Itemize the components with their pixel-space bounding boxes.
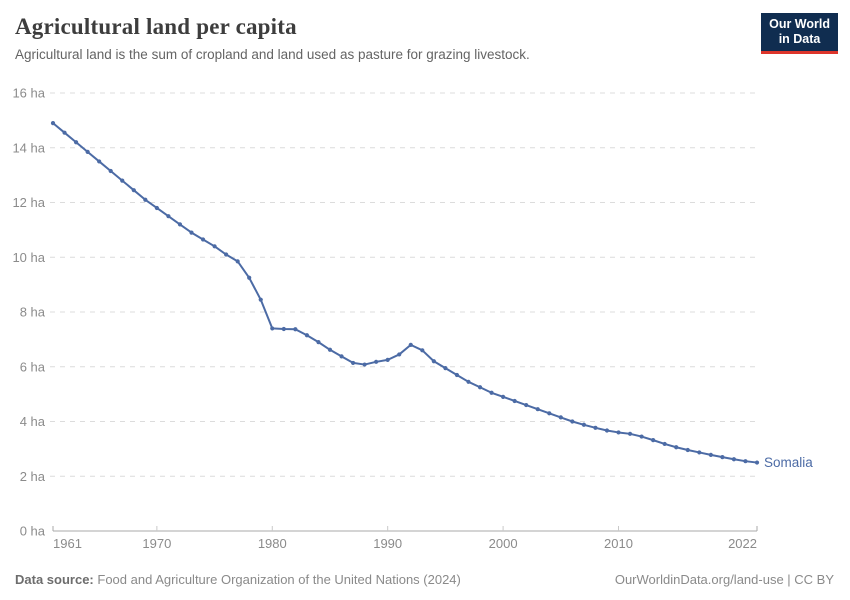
data-point[interactable] [350, 360, 356, 366]
y-tick-label: 6 ha [20, 359, 46, 374]
data-point[interactable] [154, 205, 159, 211]
page-subtitle: Agricultural land is the sum of cropland… [15, 47, 530, 62]
data-point[interactable] [731, 457, 737, 462]
data-point[interactable] [547, 411, 552, 416]
data-point[interactable] [177, 222, 183, 227]
data-point[interactable] [720, 454, 725, 460]
data-point[interactable] [224, 252, 229, 257]
x-tick-label: 1990 [373, 536, 402, 551]
data-point[interactable] [166, 214, 171, 219]
data-point[interactable] [627, 431, 633, 436]
data-source: Data source: Food and Agriculture Organi… [15, 572, 461, 587]
data-point[interactable] [293, 327, 298, 332]
data-point[interactable] [443, 366, 448, 371]
x-tick-label: 1961 [53, 536, 82, 551]
data-point[interactable] [235, 259, 240, 264]
page-title: Agricultural land per capita [15, 14, 297, 39]
data-point[interactable] [73, 140, 79, 145]
series-label: Somalia [764, 455, 813, 470]
data-point[interactable] [662, 441, 667, 447]
data-point[interactable] [524, 402, 529, 408]
data-point[interactable] [489, 390, 494, 395]
data-point[interactable] [477, 385, 483, 390]
data-point[interactable] [108, 168, 113, 174]
owid-logo-line1: Our World [769, 17, 830, 31]
data-point[interactable] [212, 244, 217, 249]
data-source-text: Food and Agriculture Organization of the… [97, 572, 461, 587]
data-point[interactable] [62, 130, 67, 135]
data-source-label: Data source: [15, 572, 94, 587]
owid-logo[interactable]: Our World in Data [761, 13, 838, 54]
data-point[interactable] [674, 445, 679, 450]
data-point[interactable] [200, 237, 206, 242]
data-point[interactable] [304, 333, 310, 338]
x-tick-label: 2010 [604, 536, 633, 551]
chart-footer: Data source: Food and Agriculture Organi… [15, 572, 834, 587]
data-point[interactable] [397, 352, 402, 357]
series-line [52, 122, 758, 464]
data-point[interactable] [431, 359, 436, 364]
data-point[interactable] [339, 354, 344, 359]
data-point[interactable] [639, 434, 644, 439]
data-point[interactable] [408, 342, 413, 347]
data-point[interactable] [362, 362, 367, 367]
data-point[interactable] [374, 359, 379, 364]
y-tick-label: 2 ha [20, 469, 46, 484]
data-point[interactable] [570, 419, 575, 424]
data-point[interactable] [604, 428, 610, 433]
data-point[interactable] [281, 326, 286, 332]
data-point[interactable] [143, 197, 148, 202]
data-point[interactable] [50, 121, 56, 126]
data-point[interactable] [512, 398, 517, 404]
data-point[interactable] [454, 372, 460, 378]
data-point[interactable] [697, 450, 702, 455]
data-point[interactable] [685, 447, 690, 453]
data-point[interactable] [581, 422, 586, 427]
data-point[interactable] [316, 340, 321, 345]
footer-citation-link[interactable]: OurWorldinData.org/land-use | CC BY [614, 572, 834, 587]
data-point[interactable] [754, 460, 760, 465]
y-tick-label: 0 ha [20, 524, 46, 539]
data-point[interactable] [85, 149, 90, 154]
data-point[interactable] [558, 415, 563, 420]
data-point[interactable] [708, 452, 713, 457]
x-tick-label: 1970 [142, 536, 171, 551]
x-tick-label: 2022 [728, 536, 757, 551]
data-point[interactable] [97, 159, 102, 164]
data-point[interactable] [385, 357, 390, 363]
data-point[interactable] [120, 178, 125, 183]
data-point[interactable] [743, 459, 748, 464]
chart-header: Agricultural land per capita Agricultura… [15, 14, 720, 62]
data-point[interactable] [189, 230, 194, 235]
data-point[interactable] [131, 188, 136, 193]
y-tick-label: 8 ha [20, 305, 46, 320]
data-point[interactable] [327, 347, 333, 352]
y-tick-label: 12 ha [12, 195, 45, 210]
y-tick-label: 4 ha [20, 414, 46, 429]
data-point[interactable] [466, 379, 471, 384]
data-point[interactable] [651, 438, 656, 443]
y-tick-label: 16 ha [12, 86, 45, 101]
y-tick-label: 14 ha [12, 140, 45, 155]
data-point[interactable] [616, 430, 621, 435]
data-point[interactable] [500, 394, 506, 399]
x-tick-label: 1980 [258, 536, 287, 551]
data-point[interactable] [593, 425, 598, 430]
data-point[interactable] [247, 275, 252, 280]
owid-logo-line2: in Data [778, 32, 821, 47]
y-tick-label: 10 ha [12, 250, 45, 265]
data-point[interactable] [258, 297, 263, 302]
data-point[interactable] [270, 326, 275, 331]
x-tick-label: 2000 [489, 536, 518, 551]
data-point[interactable] [420, 348, 425, 353]
data-point[interactable] [535, 407, 540, 412]
